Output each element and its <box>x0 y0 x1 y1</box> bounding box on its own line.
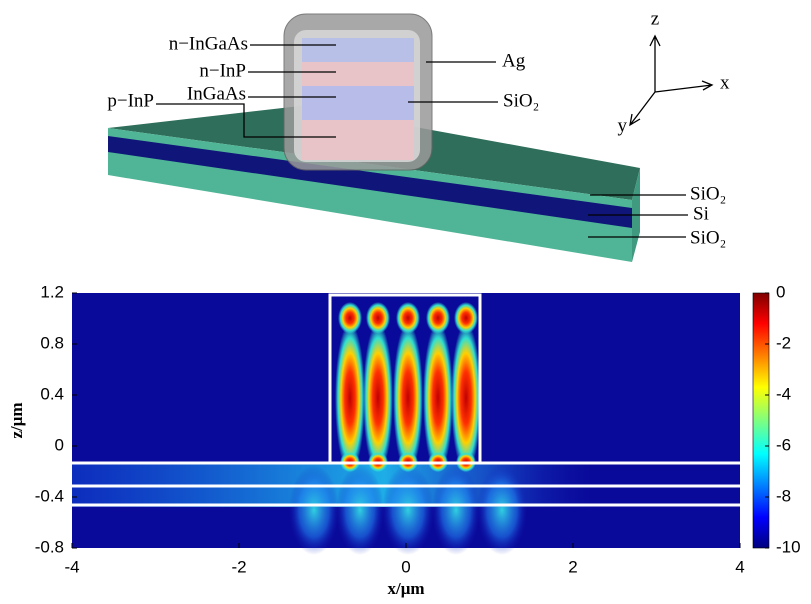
x-axis-label: x/μm <box>387 579 424 598</box>
y-axis-label: z/μm <box>7 402 26 438</box>
x-tick-label: -2 <box>231 557 246 576</box>
field-lobe <box>451 323 481 473</box>
colorbar <box>753 293 769 548</box>
beam <box>336 465 384 555</box>
colorbar-tick-label: -10 <box>776 537 801 556</box>
layer <box>302 38 414 62</box>
colorbar-tick-label: -8 <box>776 486 791 505</box>
label: SiO₂ <box>690 227 726 248</box>
heatmap <box>72 293 740 555</box>
figure: n−InGaAs n−InP InGaAs p−InP Ag SiO₂ SiO₂… <box>0 0 811 604</box>
axis-label: x <box>720 72 730 93</box>
beam <box>289 465 339 555</box>
y-tick-label: 0.4 <box>40 384 64 403</box>
field-lobe <box>393 323 423 473</box>
layer <box>302 86 414 120</box>
colorbar-tick-label: -4 <box>776 384 791 403</box>
colorbar-tick-label: -2 <box>776 333 791 352</box>
x-tick-label: 0 <box>401 557 410 576</box>
y-tick-label: -0.4 <box>35 486 64 505</box>
layer <box>302 120 414 160</box>
label: Si <box>693 203 709 224</box>
beam <box>477 465 527 555</box>
layer <box>302 62 414 86</box>
x-tick-label: 4 <box>735 557 744 576</box>
field-lobe <box>338 302 362 334</box>
label: InGaAs <box>187 83 246 104</box>
x-tick-label: -4 <box>64 557 79 576</box>
axis-arrows <box>630 36 712 125</box>
field-lobe <box>363 323 393 473</box>
x-tick-label: 2 <box>568 557 577 576</box>
y-tick-label: 0 <box>55 435 64 454</box>
colorbar-tick-label: -6 <box>776 435 791 454</box>
field-lobe <box>366 302 390 334</box>
beam <box>382 465 434 555</box>
field-lobe <box>396 302 420 334</box>
label: Ag <box>502 50 526 71</box>
axis-label: y <box>618 115 628 136</box>
field-lobe <box>423 323 453 473</box>
beam <box>432 465 480 555</box>
label: SiO₂ <box>690 183 726 204</box>
field-lobe <box>335 323 365 473</box>
label: SiO₂ <box>503 90 539 111</box>
label: n−InGaAs <box>169 33 248 54</box>
colorbar-tick-label: 0 <box>776 282 785 301</box>
y-tick-label: 0.8 <box>40 333 64 352</box>
field-lobe <box>454 302 478 334</box>
axis-label: z <box>651 8 659 29</box>
schematic: n−InGaAs n−InP InGaAs p−InP Ag SiO₂ SiO₂… <box>107 8 730 262</box>
y-tick-label: 1.2 <box>40 282 64 301</box>
label: p−InP <box>107 90 154 111</box>
field-lobe <box>426 302 450 334</box>
label: n−InP <box>199 60 246 81</box>
y-tick-label: -0.8 <box>35 537 64 556</box>
